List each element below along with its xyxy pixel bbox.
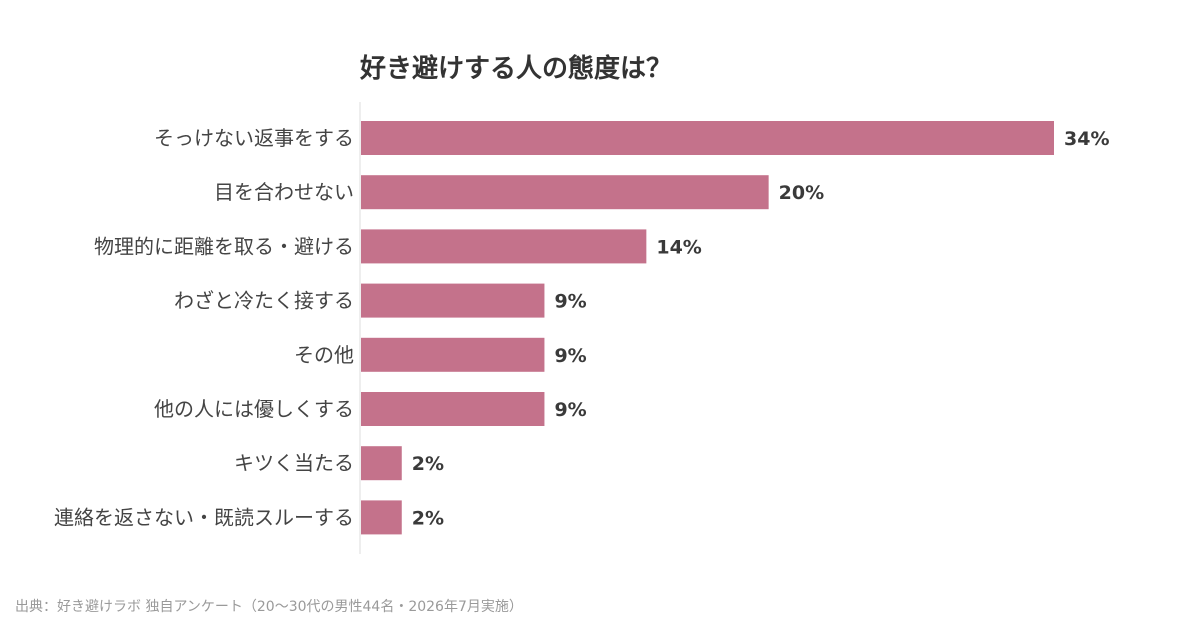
category-label: 目を合わせない bbox=[214, 180, 354, 204]
bar bbox=[361, 121, 1054, 155]
value-label: 2% bbox=[412, 507, 444, 529]
value-label: 2% bbox=[412, 453, 444, 475]
category-label: そっけない返事をする bbox=[154, 126, 354, 150]
value-label: 14% bbox=[656, 236, 701, 258]
value-label: 9% bbox=[554, 291, 586, 313]
source-note: 出典：好き避けラボ 独自アンケート（20〜30代の男性44名・2026年7月実施… bbox=[15, 599, 523, 615]
bar bbox=[361, 229, 647, 264]
value-label: 34% bbox=[1064, 128, 1109, 150]
category-label: 物理的に距離を取る・避ける bbox=[94, 234, 354, 258]
chart-title: 好き避けする人の態度は？ bbox=[360, 54, 673, 84]
category-label: わざと冷たく接する bbox=[174, 289, 354, 313]
category-label: 他の人には優しくする bbox=[154, 397, 354, 421]
bar bbox=[361, 283, 545, 318]
category-label: 連絡を返さない・既読スルーする bbox=[54, 505, 354, 529]
bar bbox=[361, 175, 769, 210]
bar bbox=[361, 500, 402, 535]
category-label: その他 bbox=[294, 343, 354, 367]
value-label: 9% bbox=[554, 345, 586, 367]
bar bbox=[361, 446, 402, 481]
bar bbox=[361, 337, 545, 372]
category-label: キツく当たる bbox=[234, 451, 354, 475]
value-label: 20% bbox=[779, 182, 824, 204]
value-label: 9% bbox=[554, 399, 586, 421]
bar bbox=[361, 392, 545, 426]
